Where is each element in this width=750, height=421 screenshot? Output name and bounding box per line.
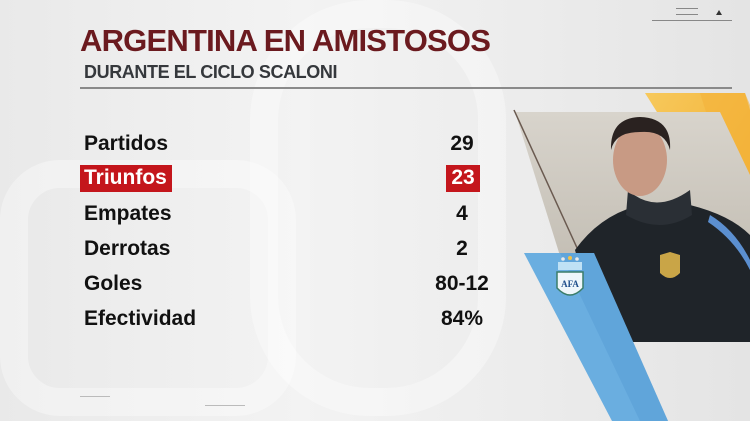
stat-label: Goles (84, 272, 143, 295)
corner-line (676, 14, 698, 15)
stat-row-empates: Empates 4 (0, 200, 520, 230)
stat-value: 29 (450, 132, 474, 155)
stat-row-partidos: Partidos 29 (0, 130, 520, 160)
stat-label: Empates (84, 202, 172, 225)
title-divider (80, 87, 732, 89)
corner-triangle-icon (716, 10, 722, 15)
stat-label: Efectividad (84, 307, 197, 330)
blue-stripe-shade (560, 253, 668, 421)
stat-label: Derrotas (84, 237, 171, 260)
stat-label: Triunfos (80, 165, 172, 192)
page-title: ARGENTINA EN AMISTOSOS (80, 23, 491, 58)
corner-line (676, 8, 698, 9)
stat-row-triunfos: Triunfos 23 (0, 165, 520, 195)
bottom-line (80, 396, 110, 397)
coach-figure (575, 117, 750, 342)
stat-label: Partidos (84, 132, 169, 155)
stat-value: 80-12 (435, 272, 489, 295)
stat-value: 4 (456, 202, 468, 225)
stat-row-derrotas: Derrotas 2 (0, 235, 520, 265)
stat-row-goles: Goles 80-12 (0, 270, 520, 300)
stat-value: 84% (440, 307, 484, 330)
page-subtitle: DURANTE EL CICLO SCALONI (84, 62, 338, 82)
corner-line (652, 20, 732, 21)
background-shape (0, 160, 296, 416)
svg-text:AFA: AFA (561, 279, 579, 289)
stat-value: 23 (446, 165, 480, 192)
afa-badge-icon: AFA (556, 256, 584, 296)
stat-value: 2 (456, 237, 468, 260)
bottom-line (205, 405, 245, 406)
stat-row-efectividad: Efectividad 84% (0, 305, 520, 335)
photo-frame-edge (513, 109, 579, 251)
